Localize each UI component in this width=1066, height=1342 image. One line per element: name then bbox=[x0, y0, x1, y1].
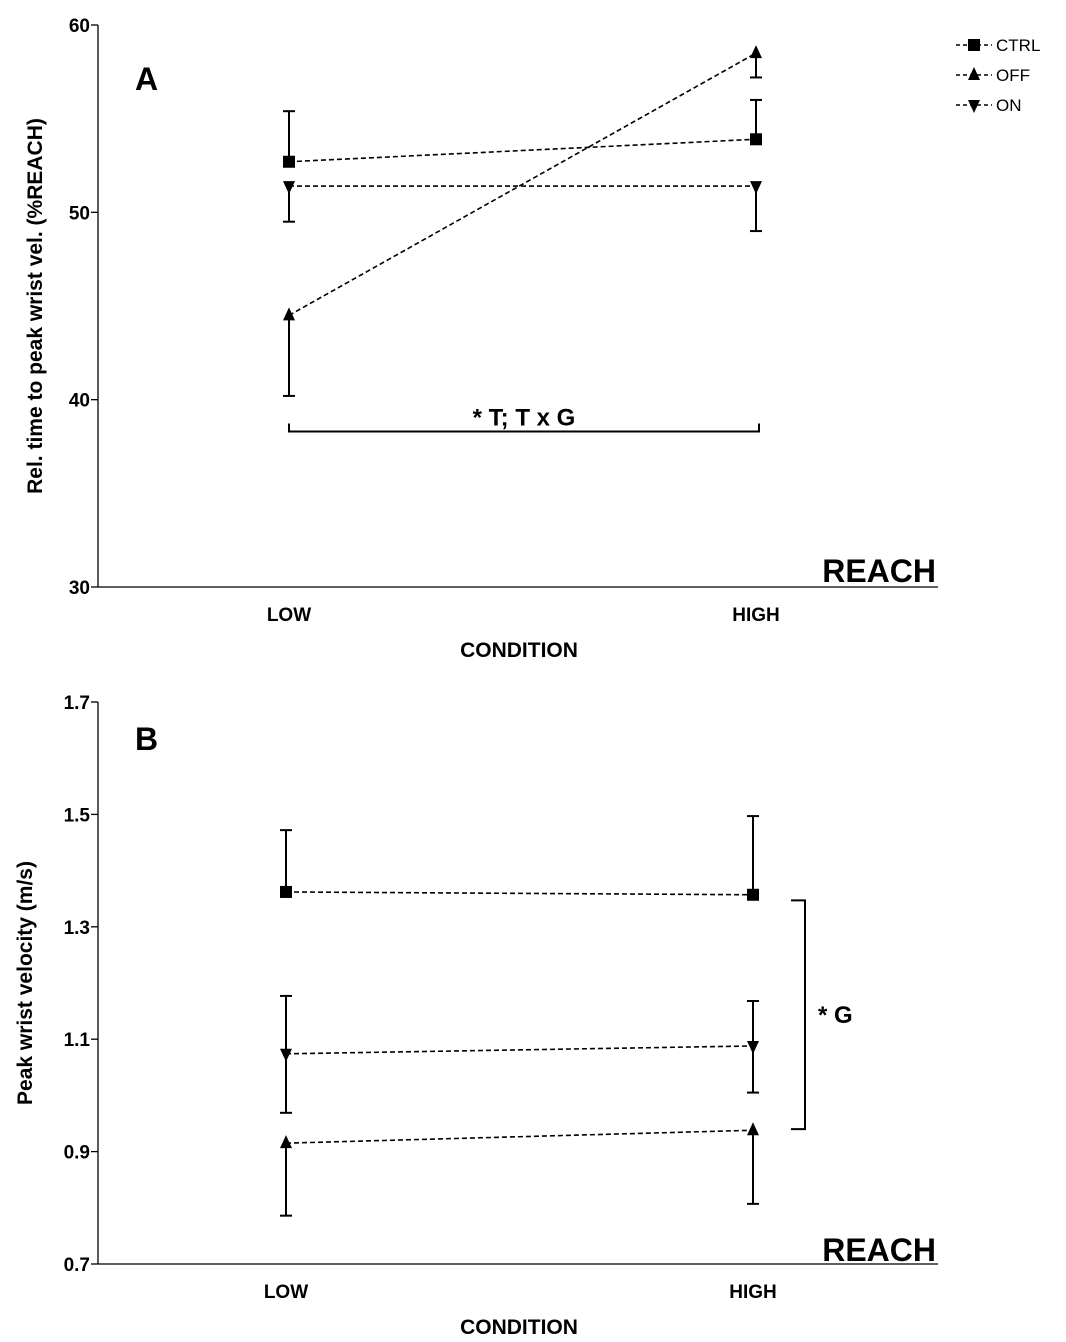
series-ctrl bbox=[283, 98, 762, 168]
data-point bbox=[283, 307, 295, 321]
x-axis-title: CONDITION bbox=[460, 1316, 578, 1339]
x-tick-label: HIGH bbox=[732, 605, 780, 626]
legend: CTRL OFF ON bbox=[956, 36, 1040, 115]
panel-corner-label: REACH bbox=[822, 1232, 936, 1268]
significance-bracket bbox=[791, 899, 806, 1131]
y-tick-label: 60 bbox=[69, 16, 90, 37]
data-point bbox=[280, 885, 292, 898]
significance-bracket bbox=[288, 423, 760, 433]
legend-marker-off bbox=[968, 67, 980, 80]
y-axis-title: Peak wrist velocity (m/s) bbox=[14, 861, 37, 1105]
y-tick-label: 0.7 bbox=[64, 1255, 90, 1276]
y-tick-label: 30 bbox=[69, 578, 90, 599]
y-tick-label: 1.7 bbox=[64, 693, 90, 714]
y-tick-label: 1.5 bbox=[64, 805, 91, 826]
y-axis-title: Rel. time to peak wrist vel. (%REACH) bbox=[24, 118, 47, 494]
y-tick-label: 1.1 bbox=[64, 1030, 91, 1051]
panel-letter: A bbox=[135, 61, 158, 97]
x-tick-label: LOW bbox=[264, 1282, 308, 1303]
data-point bbox=[280, 1048, 292, 1062]
y-tick-label: 1.3 bbox=[64, 918, 90, 939]
data-point bbox=[750, 45, 762, 59]
y-tick-label: 0.9 bbox=[64, 1143, 90, 1164]
x-tick-label: HIGH bbox=[729, 1282, 777, 1303]
data-point bbox=[747, 1122, 759, 1136]
series-off bbox=[280, 1122, 759, 1217]
data-point bbox=[750, 133, 762, 146]
legend-marker-ctrl bbox=[968, 39, 980, 51]
data-point bbox=[283, 181, 295, 195]
chart-panel-b: 0.7 0.9 1.1 1.3 1.5 1.7 LOW HIGH CONDITION Peak w… bbox=[14, 693, 938, 1339]
chart-panel-a: 30 40 50 60 LOW HIGH CONDITION Rel. time to pea… bbox=[24, 16, 938, 662]
series-line bbox=[288, 138, 757, 163]
series-ctrl bbox=[280, 815, 759, 901]
significance-label: * G bbox=[818, 1002, 853, 1029]
y-tick-label: 50 bbox=[69, 203, 90, 224]
legend-label-off: OFF bbox=[996, 66, 1030, 85]
series-on bbox=[280, 994, 759, 1114]
data-point bbox=[280, 1135, 292, 1149]
series-on bbox=[283, 181, 762, 233]
data-point bbox=[750, 181, 762, 195]
data-point bbox=[747, 1040, 759, 1054]
x-axis-title: CONDITION bbox=[460, 639, 578, 662]
series-line bbox=[288, 52, 757, 317]
legend-label-ctrl: CTRL bbox=[996, 36, 1040, 55]
x-tick-label: LOW bbox=[267, 605, 311, 626]
legend-label-on: ON bbox=[996, 96, 1022, 115]
series-off bbox=[283, 45, 762, 397]
y-tick-label: 40 bbox=[69, 391, 90, 412]
significance-label: * T; T x G bbox=[473, 405, 576, 432]
data-point bbox=[283, 155, 295, 168]
legend-marker-on bbox=[968, 100, 980, 113]
panel-corner-label: REACH bbox=[822, 553, 936, 589]
series-line bbox=[285, 1129, 754, 1144]
data-point bbox=[747, 888, 759, 901]
series-line bbox=[285, 891, 754, 896]
panel-letter: B bbox=[135, 721, 158, 757]
series-line bbox=[285, 1045, 754, 1055]
